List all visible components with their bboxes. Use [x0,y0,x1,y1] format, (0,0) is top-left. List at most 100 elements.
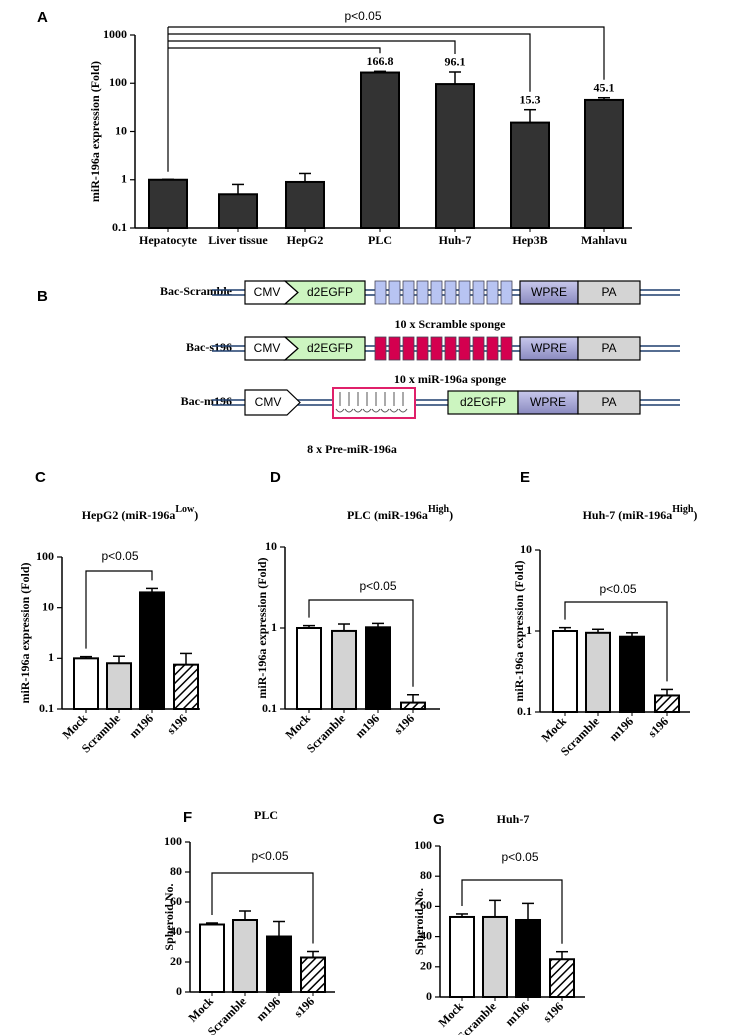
bar [106,662,132,711]
bar [199,923,225,993]
bar [232,919,258,993]
y-tick-label: 100 [109,75,127,89]
bar [139,591,165,711]
bar [584,98,624,229]
element-label: d2EGFP [307,285,353,299]
y-axis-label: miR-196a expression (Fold) [255,557,269,698]
bar [482,915,508,998]
y-tick-label: 100 [36,549,54,563]
bar [300,956,326,993]
x-tick-label: Mock [435,999,466,1030]
panel-letter: A [37,9,48,26]
y-tick-label: 1 [526,623,532,637]
y-axis-label: Spheroid No. [412,888,426,955]
y-tick-label: 40 [420,928,432,942]
title-sup: High [428,504,450,515]
bar [296,627,322,710]
x-tick-label: s196 [291,994,317,1020]
x-tick-label: m196 [606,714,636,744]
y-tick-label: 1 [48,650,54,664]
bar-chart: D PLC (miR-196aHigh) miR-196a expression (… [255,469,453,756]
x-tick-label: m196 [502,999,532,1029]
bar [654,694,680,714]
element-label: PA [601,395,616,409]
element-label: d2EGFP [307,341,353,355]
chart-title: PLC (miR-196aHigh) [347,504,453,521]
bar [365,626,391,711]
element-label: PA [601,285,616,299]
y-tick-label: 0.1 [517,704,532,718]
panel-letter: C [35,469,46,486]
y-tick-label: 0 [426,989,432,1003]
significance-bracket [168,26,605,80]
y-axis-label: Spheroid No. [162,883,176,950]
annotation: p<0.05 [359,579,396,593]
bar [552,630,578,713]
chart-title: Huh-7 (miR-196aHigh) [583,504,698,521]
bar [73,657,99,710]
value-label: 45.1 [594,80,615,94]
x-tick-label: m196 [126,711,156,741]
y-tick-label: 0.1 [262,701,277,715]
x-tick-label: Mahlavu [581,233,627,247]
significance-bracket [564,601,668,682]
annotation: p<0.05 [101,549,138,563]
panel-letter: F [183,809,192,826]
bar-chart: E Huh-7 (miR-196aHigh) miR-196a expression… [512,469,698,759]
x-tick-label: m196 [352,711,382,741]
construct-row: Bac-s196 CMV d2EGFP WPRE PA 10 x miR-196… [186,336,680,386]
diagram: B Bac-Scramble CMV d2EGFP WPRE PA 10 x S… [37,280,680,456]
value-label: 166.8 [367,54,394,68]
bar [400,701,426,710]
x-tick-label: Scramble [304,711,349,756]
x-tick-label: s196 [391,711,417,737]
y-tick-label: 0.1 [112,220,127,234]
title-end: ) [449,508,453,522]
x-tick-label: Mock [538,714,569,745]
y-tick-label: 20 [170,954,182,968]
y-tick-label: 80 [170,864,182,878]
x-tick-label: m196 [253,994,283,1024]
bar [360,71,400,229]
x-tick-label: Scramble [455,999,500,1035]
bar-chart: G Huh-7 Spheroid No. 0 20 40 60 80 100 MockScramb… [412,811,585,1035]
annotation: p<0.05 [599,582,636,596]
bar [331,629,357,710]
element-label: WPRE [531,285,567,299]
y-tick-label: 1 [271,620,277,634]
x-tick-label: s196 [645,714,671,740]
element-label: CMV [255,395,282,409]
bar [585,631,611,713]
bar [515,918,541,998]
y-axis-label: miR-196a expression (Fold) [88,61,102,202]
bar [218,193,258,230]
element-label: CMV [254,341,281,355]
x-tick-label: PLC [368,233,392,247]
x-tick-label: s196 [164,711,190,737]
y-tick-label: 10 [42,599,54,613]
bar [285,180,325,229]
annotation: p<0.05 [501,850,538,864]
y-tick-label: 80 [420,868,432,882]
y-tick-label: 10 [115,123,127,137]
y-tick-label: 40 [170,924,182,938]
bar [549,958,575,998]
construct-caption: 10 x Scramble sponge [395,317,507,331]
chart-title: PLC [254,808,278,822]
bar [510,121,550,229]
element-label: d2EGFP [460,395,506,409]
x-tick-label: Mock [59,711,90,742]
value-label: 96.1 [445,55,466,69]
element-label: WPRE [531,341,567,355]
title-sup: High [672,504,694,515]
x-tick-label: Mock [282,711,313,742]
significance-bracket [308,599,414,687]
bar [148,178,188,229]
y-tick-label: 10 [520,542,532,556]
y-axis-label: miR-196a expression (Fold) [18,562,32,703]
construct-row: Bac-Scramble CMV d2EGFP WPRE PA 10 x Scr… [160,280,680,331]
y-tick-label: 1000 [103,27,127,41]
bar [449,915,475,998]
title-end: ) [194,508,198,522]
element-label: WPRE [530,395,566,409]
